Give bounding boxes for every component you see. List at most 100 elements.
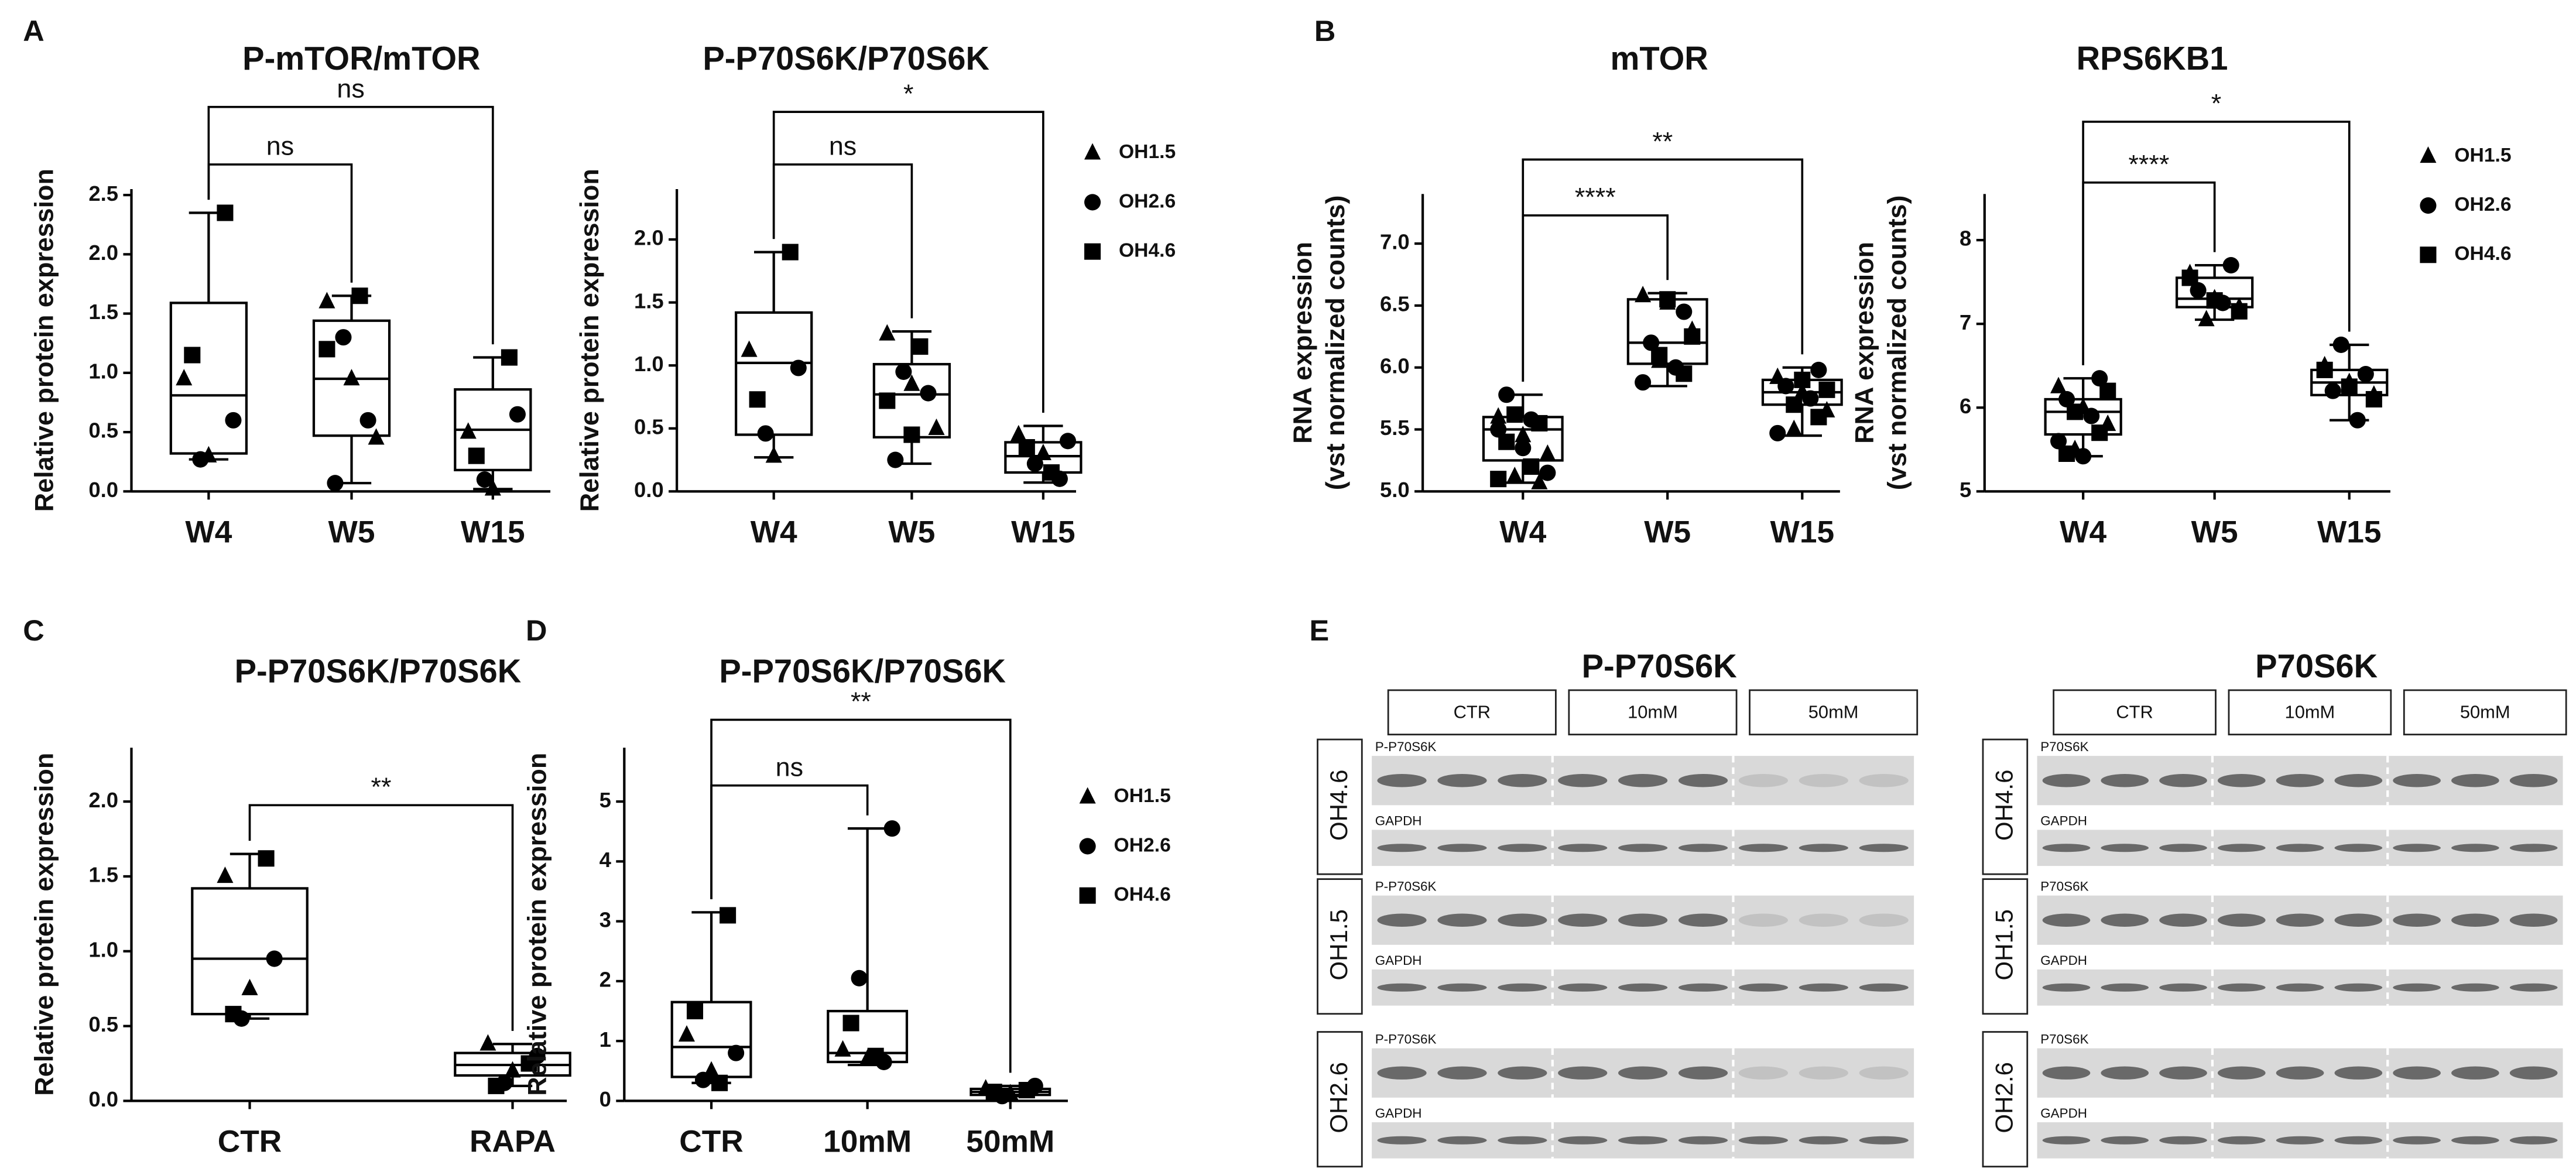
bracket (1522, 158, 1804, 382)
point (266, 950, 283, 967)
band (2159, 913, 2207, 927)
legend-marker (2420, 197, 2437, 214)
row-label: OH4.6 (1325, 769, 1352, 841)
y-tick-label: 0.0 (634, 478, 664, 502)
point (1018, 439, 1035, 456)
y-tick-label: 5.5 (1380, 416, 1410, 440)
bracket (772, 163, 913, 318)
x-tick-label: W15 (461, 515, 525, 549)
point (335, 329, 352, 346)
band (1738, 844, 1788, 852)
point (2341, 378, 2358, 395)
band-label: GAPDH (1375, 1106, 1422, 1121)
legend-marker (2420, 146, 2437, 163)
condition-label: 50mM (2460, 701, 2510, 722)
band (2451, 1066, 2499, 1080)
legend-marker (2420, 246, 2437, 263)
row-box (1317, 1031, 1363, 1168)
point (217, 866, 234, 883)
point (1659, 291, 1676, 308)
x-tick-label: W4 (751, 515, 797, 549)
significance-label: ** (371, 772, 392, 801)
y-tick-label: 5 (1960, 478, 1971, 502)
band (1738, 1136, 1788, 1145)
band (1859, 913, 1909, 927)
significance-label: * (2211, 88, 2221, 118)
point (2058, 390, 2075, 407)
blot-title: P-P70S6K (1582, 648, 1737, 684)
significance-label: * (903, 78, 913, 108)
y-tick-label: 1.5 (634, 289, 664, 313)
row-box (1982, 878, 2029, 1015)
point (903, 426, 920, 443)
y-tick-label: 8 (1960, 227, 1971, 251)
band (2217, 913, 2266, 927)
point (1490, 407, 1507, 424)
point (318, 341, 335, 358)
box (191, 887, 309, 1016)
bracket (2082, 121, 2351, 365)
band (2451, 983, 2499, 992)
point (2075, 448, 2092, 465)
band (1437, 844, 1487, 852)
y-tick-label: 2.0 (88, 241, 118, 265)
point (1643, 334, 1660, 351)
point (225, 1006, 242, 1023)
x-tick-label: W5 (1644, 515, 1691, 549)
band (1678, 773, 1728, 787)
band (2451, 773, 2499, 787)
y-tick-label: 1.5 (88, 863, 118, 887)
point (1043, 464, 1060, 481)
point (757, 425, 774, 442)
band (1799, 913, 1848, 927)
band (2451, 844, 2499, 852)
point (1034, 443, 1051, 461)
band (2159, 1136, 2207, 1145)
band (1558, 1136, 1608, 1145)
point (327, 475, 344, 492)
band (2393, 844, 2441, 852)
y-tick-label: 0.5 (88, 419, 118, 443)
band (2451, 1136, 2499, 1145)
point (1498, 386, 1515, 403)
significance-label: ns (776, 752, 803, 782)
significance-label: ** (851, 686, 871, 716)
point (479, 1034, 496, 1051)
significance-label: **** (1575, 182, 1616, 212)
point (184, 347, 201, 364)
point (728, 1044, 745, 1061)
chart-title: P-mTOR/mTOR (242, 40, 480, 77)
band (1377, 983, 1427, 992)
condition-label: CTR (2116, 701, 2153, 722)
band (2101, 1136, 2149, 1145)
band (2217, 1066, 2266, 1080)
x-tick-label: W15 (1770, 515, 1835, 549)
point (790, 359, 807, 376)
point (1539, 464, 1556, 481)
point (851, 970, 868, 986)
band (1377, 844, 1427, 852)
point (484, 479, 501, 496)
point (520, 1055, 537, 1072)
y-tick-label: 1.0 (634, 352, 664, 376)
chart-title: RPS6KB1 (2077, 40, 2228, 77)
y-tick-label: 0.0 (88, 478, 118, 502)
point (1490, 421, 1507, 438)
point (2357, 366, 2374, 383)
band (2217, 1136, 2266, 1145)
point (2206, 292, 2223, 309)
row-label: OH1.5 (1990, 909, 2017, 981)
band (2101, 1066, 2149, 1080)
band (1618, 1066, 1668, 1080)
point (1523, 458, 1540, 475)
band (1558, 773, 1608, 787)
band (1618, 773, 1668, 787)
point (720, 907, 737, 924)
point (2091, 424, 2108, 441)
point (765, 446, 782, 463)
condition-box (1749, 689, 1919, 736)
band (2217, 844, 2266, 852)
band (2042, 983, 2091, 992)
x-tick-label: CTR (679, 1124, 744, 1159)
